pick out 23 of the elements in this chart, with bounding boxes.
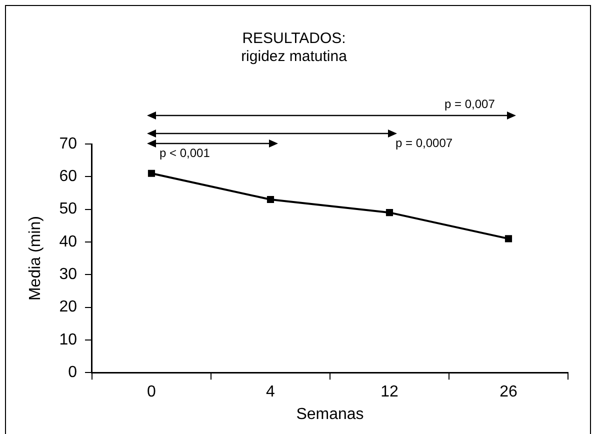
annotation: p < 0,001: [159, 146, 210, 160]
chart-title: RESULTADOS:: [242, 30, 346, 48]
y-tick-label: 40: [59, 233, 78, 250]
y-tick-label: 30: [59, 266, 78, 284]
point: [386, 209, 394, 216]
point: [148, 170, 156, 177]
y-tick-label: 0: [68, 364, 78, 382]
y-tick-label: 60: [59, 168, 78, 186]
y-tick-label: 10: [59, 331, 78, 348]
x-tick-label: 26: [500, 384, 518, 401]
x-tick-label: 0: [147, 384, 156, 401]
y-tick-label: 20: [59, 298, 78, 316]
x-tick-label: 4: [266, 384, 276, 401]
x-tick-label: 12: [380, 384, 398, 401]
chart-subtitle: rigidez matutina: [241, 48, 348, 66]
text: p = 0,007: [444, 97, 495, 111]
y-axis-title: Media (min): [27, 216, 44, 301]
y-tick-label: 70: [59, 135, 78, 152]
y-tick-label: 50: [59, 200, 78, 218]
point: [504, 235, 512, 242]
annotation: p = 0,0007: [395, 136, 453, 150]
x-axis-title: Semanas: [296, 406, 364, 423]
point: [266, 196, 274, 204]
